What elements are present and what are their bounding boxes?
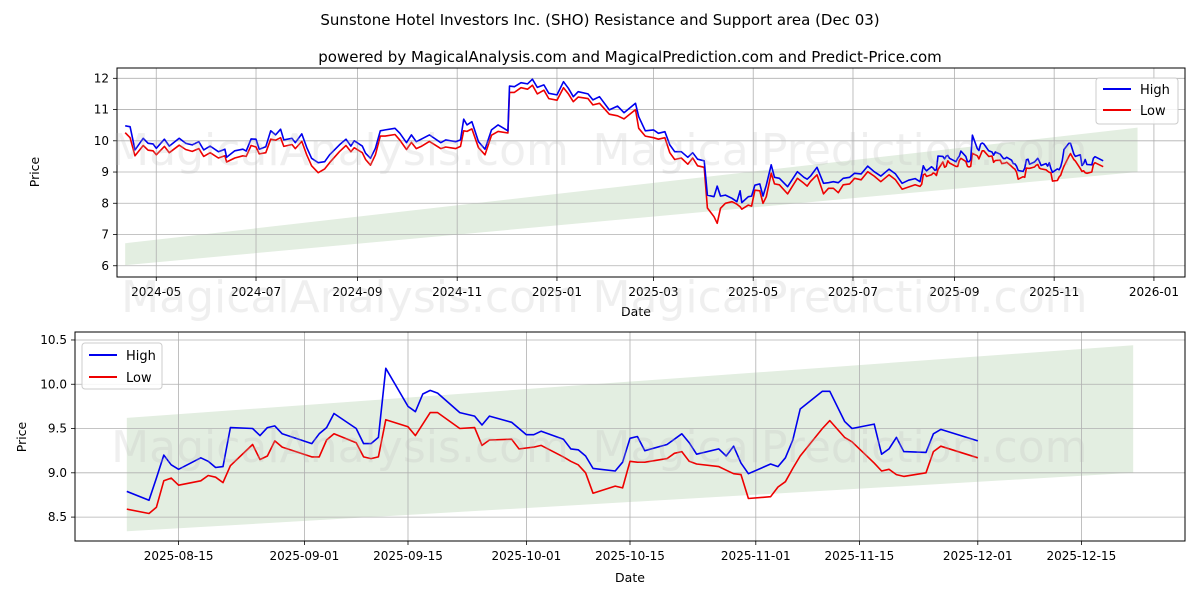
top-y-axis-label: Price <box>27 156 42 187</box>
top-x-tick-label: 2024-09 <box>332 285 382 299</box>
top-x-tick-label: 2024-07 <box>231 285 281 299</box>
bottom-x-tick-label: 2025-12-01 <box>943 549 1013 563</box>
legend-high-label: High <box>1140 83 1170 98</box>
legend-low-label: Low <box>126 371 152 386</box>
top-y-tick-label: 12 <box>94 71 109 85</box>
watermark-prediction-top: MagicalPrediction.com <box>593 125 1088 176</box>
top-x-tick-label: 2024-05 <box>131 285 181 299</box>
bottom-legend: High Low <box>81 342 163 390</box>
bottom-axes-frame <box>74 331 1186 542</box>
bottom-high-series-line <box>126 367 979 502</box>
bottom-y-tick-label: 9.0 <box>48 466 67 480</box>
top-y-tick-label: 10 <box>94 134 109 148</box>
top-x-tick-label: 2025-01 <box>532 285 582 299</box>
top-high-series-line <box>125 78 1104 204</box>
watermark-analysis-mid: MagicalAnalysis.com <box>121 272 579 323</box>
watermark-prediction-bottom: MagicalPrediction.com <box>593 422 1088 473</box>
top-legend: High Low <box>1095 77 1179 125</box>
top-chart: 2024-05 2024-07 2024-09 2024-11 2025-01 2025-… <box>94 67 1186 299</box>
watermark-analysis-bottom: MagicalAnalysis.com <box>111 422 569 473</box>
bottom-x-axis-label: Date <box>615 570 645 585</box>
watermark-prediction-mid: MagicalPrediction.com <box>593 272 1088 323</box>
bottom-x-tick-label: 2025-11-01 <box>721 549 791 563</box>
bottom-y-tick-label: 10.0 <box>40 377 67 391</box>
top-low-series-line <box>124 84 1104 225</box>
legend-high-label: High <box>126 349 156 364</box>
top-x-tick-label: 2025-09 <box>929 285 979 299</box>
top-y-tick-label: 8 <box>101 196 109 210</box>
top-x-tick-label: 2026-01 <box>1129 285 1179 299</box>
bottom-chart: 2025-08-15 2025-09-01 2025-09-15 2025-10-01… <box>40 331 1186 563</box>
watermark-analysis-top: MagicalAnalysis.com <box>111 125 569 176</box>
legend-low-label: Low <box>1140 104 1166 119</box>
bottom-x-tick-label: 2025-08-15 <box>144 549 214 563</box>
bottom-y-axis-label: Price <box>14 421 29 452</box>
top-x-tick-label: 2025-05 <box>728 285 778 299</box>
top-x-tick-label: 2025-11 <box>1029 285 1079 299</box>
bottom-x-tick-label: 2025-12-15 <box>1047 549 1117 563</box>
top-y-tick-label: 9 <box>101 165 109 179</box>
top-x-axis-label: Date <box>621 304 651 319</box>
bottom-y-tick-label: 9.5 <box>48 422 67 436</box>
top-x-tick-label: 2025-03 <box>628 285 678 299</box>
bottom-x-tick-label: 2025-11-15 <box>825 549 895 563</box>
chart-title: Sunstone Hotel Investors Inc. (SHO) Resi… <box>320 11 879 29</box>
top-support-resistance-band <box>125 127 1138 266</box>
top-y-tick-label: 7 <box>101 228 109 242</box>
bottom-x-tick-label: 2025-09-01 <box>270 549 340 563</box>
bottom-x-tick-label: 2025-10-01 <box>492 549 562 563</box>
top-x-tick-label: 2024-11 <box>432 285 482 299</box>
bottom-y-tick-label: 8.5 <box>48 510 67 524</box>
top-y-tick-label: 11 <box>94 103 109 117</box>
chart-subtitle: powered by MagicalAnalysis.com and Magic… <box>318 48 942 66</box>
top-axes-frame <box>116 67 1186 278</box>
top-x-tick-label: 2025-07 <box>828 285 878 299</box>
bottom-low-series-line <box>126 411 979 515</box>
bottom-x-tick-label: 2025-10-15 <box>595 549 665 563</box>
bottom-x-tick-label: 2025-09-15 <box>373 549 443 563</box>
top-y-tick-label: 6 <box>101 259 109 273</box>
bottom-y-tick-label: 10.5 <box>40 333 67 347</box>
